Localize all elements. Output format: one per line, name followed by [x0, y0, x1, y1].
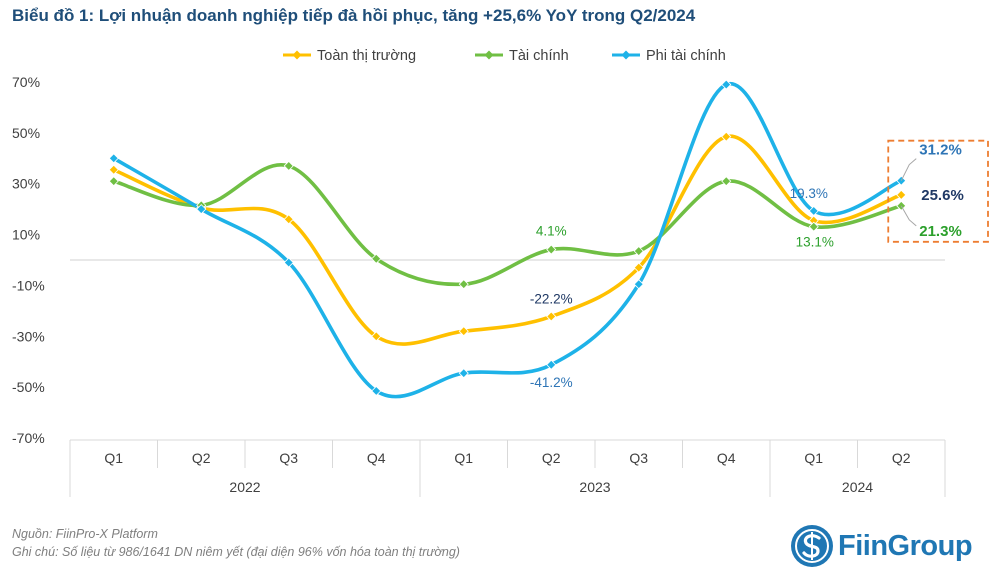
series-line-2: [111, 82, 904, 399]
x-tick-label: Q2: [192, 450, 211, 466]
x-tick-label: Q4: [367, 450, 386, 466]
data-point-marker: [458, 326, 469, 337]
data-labels: 4.1% -22.2% -41.2% 19.3% 13.1% 31.2% 25.6% 21.3…: [530, 139, 989, 390]
series-markers: [108, 79, 907, 397]
legend-marker: [484, 50, 494, 60]
y-tick-label: 50%: [12, 125, 40, 141]
data-point-marker: [808, 221, 819, 232]
data-note: Ghi chú: Số liệu từ 986/1641 DN niêm yết…: [12, 545, 460, 559]
data-label: -41.2%: [530, 375, 573, 390]
highlight-box: [887, 139, 989, 243]
data-point-marker: [896, 189, 907, 200]
year-label: 2024: [842, 479, 873, 495]
fiingroup-logo: FiinGroup: [790, 520, 990, 574]
data-point-marker: [371, 385, 382, 397]
x-tick-label: Q3: [629, 450, 648, 466]
data-point-marker: [108, 153, 119, 164]
y-tick-label: 70%: [12, 74, 40, 90]
legend: Toàn thị trường Tài chính Phi tài chính: [283, 48, 726, 64]
data-point-marker: [371, 253, 382, 264]
data-point-marker: [546, 311, 557, 322]
x-tick-label: Q2: [892, 450, 911, 466]
data-point-marker: [458, 368, 469, 379]
data-point-marker: [371, 331, 382, 342]
data-point-marker: [721, 131, 732, 142]
series-line-0: [111, 134, 904, 346]
x-tick-label: Q1: [104, 450, 123, 466]
data-point-marker: [458, 279, 469, 290]
x-tick-label: Q2: [542, 450, 561, 466]
legend-label: Tài chính: [509, 48, 569, 64]
series-lines: [111, 82, 904, 399]
data-label: 13.1%: [796, 235, 834, 250]
year-label: 2023: [579, 479, 610, 495]
x-tick-label: Q4: [717, 450, 736, 466]
y-tick-label: 10%: [12, 227, 40, 243]
data-label: 31.2%: [919, 142, 962, 159]
data-label: 19.3%: [790, 186, 828, 201]
label-leader-line: [900, 158, 917, 181]
data-point-marker: [546, 359, 557, 370]
data-label: -22.2%: [530, 291, 573, 306]
data-label: 25.6%: [921, 187, 964, 204]
data-point-marker: [108, 164, 119, 175]
y-tick-label: -30%: [12, 328, 45, 344]
legend-marker: [292, 50, 302, 60]
data-label: 4.1%: [536, 224, 567, 239]
x-tick-label: Q3: [279, 450, 298, 466]
legend-label: Phi tài chính: [646, 48, 726, 64]
y-tick-label: -10%: [12, 277, 45, 293]
data-point-marker: [633, 279, 644, 290]
y-tick-label: 30%: [12, 176, 40, 192]
data-point-marker: [721, 79, 732, 90]
axes: -70% -50% -30% -10% 10% 30% 50% 70% Q1 Q2 Q3 Q4 Q1 Q2…: [12, 74, 946, 497]
series-line-1: [111, 162, 904, 287]
data-point-marker: [283, 214, 294, 225]
x-tick-label: Q1: [804, 450, 823, 466]
source-note: Nguồn: FiinPro-X Platform: [12, 527, 158, 541]
logo-text: FiinGroup: [838, 530, 973, 562]
x-tick-label: Q1: [454, 450, 473, 466]
data-point-marker: [196, 204, 207, 215]
legend-marker: [621, 50, 631, 60]
data-point-marker: [108, 176, 119, 187]
data-point-marker: [808, 205, 819, 216]
data-point-marker: [633, 262, 644, 273]
data-point-marker: [633, 246, 644, 257]
data-point-marker: [721, 176, 732, 187]
chart-title: Biểu đồ 1: Lợi nhuận doanh nghiệp tiếp đ…: [12, 6, 696, 25]
fiingroup-logo-icon: [791, 525, 833, 567]
data-point-marker: [546, 244, 557, 255]
data-point-marker: [283, 257, 294, 268]
data-label: 21.3%: [919, 223, 962, 240]
label-leader-line: [900, 205, 917, 227]
y-tick-label: -50%: [12, 379, 45, 395]
data-point-marker: [283, 160, 294, 171]
year-label: 2022: [229, 479, 260, 495]
legend-label: Toàn thị trường: [317, 48, 416, 64]
y-tick-label: -70%: [12, 430, 45, 446]
